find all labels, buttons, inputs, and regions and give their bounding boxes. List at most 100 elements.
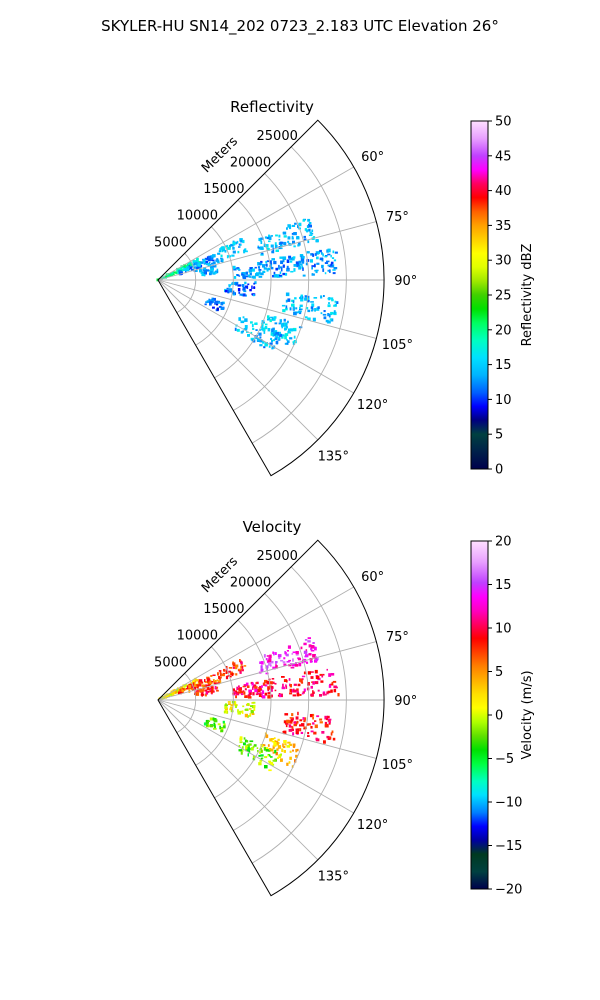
echo-cell xyxy=(252,701,256,704)
echo-cell xyxy=(240,693,244,696)
echo-cell xyxy=(325,693,327,696)
echo-cell xyxy=(261,690,265,694)
echo-cell xyxy=(310,671,314,673)
echo-cell xyxy=(321,265,324,269)
echo-cell xyxy=(292,658,294,662)
echo-cell xyxy=(228,667,233,669)
echo-cell xyxy=(260,754,264,757)
echo-cell xyxy=(275,661,278,664)
echo-cell xyxy=(203,722,208,726)
echo-cell xyxy=(221,259,224,263)
echo-cell xyxy=(245,708,249,711)
echo-cell xyxy=(298,222,302,227)
echo-cell xyxy=(270,244,274,248)
echo-cell xyxy=(235,282,239,286)
echo-cell xyxy=(178,691,182,695)
echo-cell xyxy=(257,266,261,269)
echo-cell xyxy=(210,301,213,304)
echo-cell xyxy=(180,686,184,688)
echo-cell xyxy=(312,691,315,694)
echo-cell xyxy=(333,310,336,314)
echo-cell xyxy=(211,687,214,692)
echo-cell xyxy=(213,727,217,730)
echo-cell xyxy=(254,281,257,285)
echo-cell xyxy=(253,684,257,688)
colorbar-tick-label: 50 xyxy=(495,115,512,130)
echo-cell xyxy=(310,685,313,689)
echo-cell xyxy=(332,250,335,254)
echo-cell xyxy=(259,692,262,695)
echo-cell xyxy=(193,266,196,269)
echo-cell xyxy=(197,261,200,264)
echo-cell xyxy=(301,265,304,269)
echo-cell xyxy=(326,668,328,671)
echo-cell xyxy=(249,691,252,695)
echo-cell xyxy=(263,747,266,751)
echo-cell xyxy=(319,721,323,724)
echo-cell xyxy=(292,341,296,345)
echo-cell xyxy=(252,755,256,759)
echo-cell xyxy=(250,337,255,341)
echo-cell xyxy=(220,247,224,250)
echo-cell xyxy=(268,345,271,348)
echo-cell xyxy=(289,331,292,334)
echo-cell xyxy=(295,728,298,732)
echo-cell xyxy=(214,265,217,268)
echo-cell xyxy=(258,754,261,757)
echo-cell xyxy=(232,664,236,667)
colorbar-gradient xyxy=(470,540,489,890)
echo-cell xyxy=(202,685,206,689)
echo-cell xyxy=(308,723,312,726)
echo-cell xyxy=(195,691,199,694)
echo-cell xyxy=(274,337,278,341)
echo-cell xyxy=(257,692,261,695)
echo-cell xyxy=(265,749,269,752)
echo-cell xyxy=(238,246,241,248)
echo-cell xyxy=(291,726,294,729)
echo-cell xyxy=(325,723,329,728)
echo-cell xyxy=(274,689,277,692)
echo-cell xyxy=(161,276,165,279)
echo-cell xyxy=(311,303,315,307)
angular-gridline xyxy=(157,221,377,281)
echo-cell xyxy=(299,724,302,727)
echo-cell xyxy=(328,302,330,304)
echo-cell xyxy=(219,671,222,674)
echo-cell xyxy=(263,330,266,334)
echo-cell xyxy=(212,679,215,683)
echo-cell xyxy=(330,732,333,736)
echo-cell xyxy=(210,686,214,690)
echo-cell xyxy=(204,679,206,682)
echo-cell xyxy=(287,236,291,240)
echo-cell xyxy=(300,731,304,734)
echo-cell xyxy=(246,285,249,289)
echo-cell xyxy=(193,260,197,263)
angular-tick-label: 120° xyxy=(357,398,388,413)
echo-cell xyxy=(244,248,247,252)
echo-cell xyxy=(172,272,175,276)
echo-cell xyxy=(192,682,195,686)
echo-cell xyxy=(326,718,328,721)
echo-cell xyxy=(302,219,305,222)
echo-cell xyxy=(326,735,330,739)
echo-cell xyxy=(221,673,225,677)
echo-cell xyxy=(191,266,194,268)
echo-cell xyxy=(269,654,272,658)
echo-cell xyxy=(310,306,314,309)
echo-cell xyxy=(303,650,308,654)
echo-cell xyxy=(194,683,198,687)
echo-cell xyxy=(258,262,262,266)
echo-cell xyxy=(239,293,244,296)
echo-cell xyxy=(200,693,205,696)
echo-cell xyxy=(205,262,208,266)
echo-cell xyxy=(280,267,283,272)
echo-cell xyxy=(201,684,205,687)
echo-cell xyxy=(293,329,297,332)
echo-cell xyxy=(250,710,254,714)
echo-cell xyxy=(288,678,291,681)
echo-cell xyxy=(299,308,303,311)
echo-cell xyxy=(273,331,277,334)
echo-cell xyxy=(297,244,300,247)
echo-cell xyxy=(273,271,276,275)
echo-cell xyxy=(261,252,264,255)
